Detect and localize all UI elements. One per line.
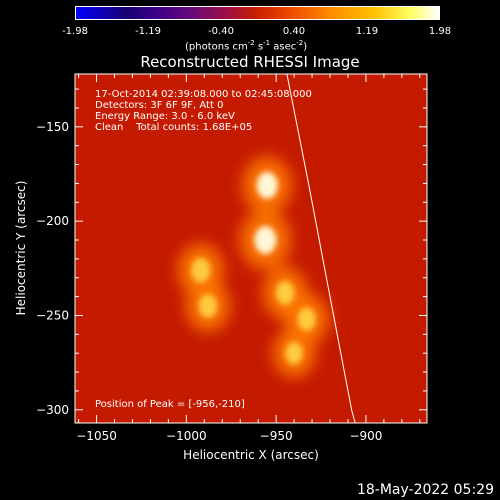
y-tick-label: −300 (36, 403, 69, 417)
colorbar (75, 6, 440, 20)
chart-title: Reconstructed RHESSI Image (140, 53, 360, 71)
info-line-2: Detectors: 3F 6F 9F, Att 0 (95, 100, 223, 111)
colorbar-tick: -0.40 (208, 26, 234, 37)
x-tick-label: −900 (349, 429, 382, 443)
info-line-1: 17-Oct-2014 02:39:08.000 to 02:45:08.000 (95, 89, 312, 100)
y-axis-label: Heliocentric Y (arcsec) (14, 181, 28, 316)
plot-frame (74, 73, 428, 424)
info-line-3: Energy Range: 3.0 - 6.0 keV (95, 111, 235, 122)
colorbar-tick: -1.98 (62, 26, 88, 37)
x-tick-label: −950 (260, 429, 293, 443)
colorbar-tick: -1.19 (135, 26, 161, 37)
colorbar-tick: 1.19 (355, 26, 379, 37)
x-tick-label: −1050 (76, 429, 117, 443)
axes: −1050 −1000 −950 −900 −150 −200 −250 −300 (36, 74, 427, 443)
peak-position-label: Position of Peak = [-956,-210] (95, 399, 245, 410)
x-axis-label: Heliocentric X (arcsec) (183, 448, 319, 462)
x-tick-label: −1000 (166, 429, 207, 443)
y-tick-label: −200 (36, 214, 69, 228)
source-core (297, 307, 316, 332)
heatmap-image (75, 74, 427, 423)
source-core (191, 257, 211, 283)
colorbar-tick: 1.98 (428, 26, 452, 37)
heatmap-cores (191, 171, 316, 365)
y-tick-label: −250 (36, 308, 69, 322)
source-core (275, 280, 295, 305)
timestamp: 18-May-2022 05:29 (356, 482, 494, 498)
source-core (285, 341, 303, 365)
y-tick-label: −150 (36, 120, 69, 134)
source-core (254, 226, 277, 255)
colorbar-tick: 0.40 (282, 26, 306, 37)
solar-limb (286, 74, 356, 423)
source-core (198, 294, 218, 318)
source-core (256, 171, 278, 199)
colorbar-units: (photons cm-2 s-1 asec-2) (185, 39, 308, 53)
info-line-4: Clean Total counts: 1.68E+05 (95, 122, 252, 133)
